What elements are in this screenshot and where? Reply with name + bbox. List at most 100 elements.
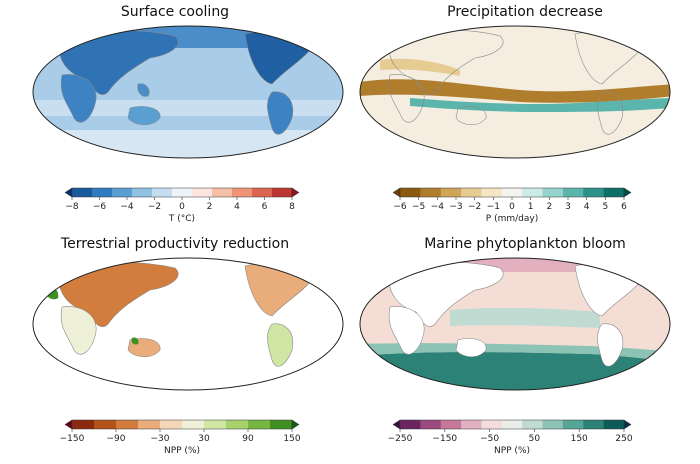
colorbar-segment (420, 420, 442, 429)
colorbar-extend-low (392, 187, 401, 198)
colorbar-segment (522, 420, 544, 429)
colorbar-segment (92, 188, 113, 197)
colorbar-segment (542, 188, 564, 197)
colorbar-tick-label: 150 (283, 434, 300, 444)
land-maritime-asia (137, 83, 150, 97)
map-boundary (359, 257, 671, 391)
colorbar-extend-high (291, 187, 300, 198)
land-africa (388, 306, 425, 355)
colorbar-tick-label: 2 (207, 202, 213, 212)
colorbar-tick-label: 4 (234, 202, 240, 212)
colorbar-segment (440, 188, 462, 197)
colorbar-segment (132, 188, 153, 197)
colorbar-tick-label: −1 (487, 202, 500, 212)
colorbar-tick-label: −50 (480, 434, 499, 444)
colorbar-segment (562, 188, 584, 197)
colorbar-segment (481, 188, 503, 197)
colorbar-extend-low (64, 187, 73, 198)
colorbar-tick-label: −6 (393, 202, 407, 212)
panel-title: Precipitation decrease (447, 4, 603, 20)
colorbar-segment (562, 420, 584, 429)
colorbar-segment (542, 420, 564, 429)
land-australia (455, 106, 487, 126)
colorbar: −6 −5 −4 −3 −2 −1 0 1 2 3 4 5 6 P (mm/day) (392, 187, 632, 224)
colorbar-segment (138, 420, 161, 429)
mild-band-south (33, 100, 343, 116)
colorbar-tick-label: 50 (529, 434, 541, 444)
colorbar-segment (94, 420, 117, 429)
colorbar-label: NPP (%) (164, 446, 200, 456)
colorbar-extend-high (623, 187, 632, 198)
colorbar-tick-label: 2 (546, 202, 552, 212)
map-terrestrial-productivity: −150 −90 −30 30 90 150 NPP (%) (32, 257, 344, 456)
colorbar-tick-label: −30 (151, 434, 170, 444)
colorbar-segment (232, 188, 253, 197)
colorbar-tick-label: 30 (198, 434, 210, 444)
colorbar-segment (461, 420, 482, 429)
colorbar-segment (182, 420, 205, 429)
dry-band-north (380, 58, 460, 76)
panel-marine-phytoplankton-bloom: Marine phytoplankton bloom −250 −150 −50 50… (350, 232, 700, 464)
land-africa (60, 74, 97, 123)
colorbar-segment (400, 420, 421, 429)
colorbar-segment (226, 420, 249, 429)
colorbar-tick-label: 6 (621, 202, 627, 212)
land-australia (455, 338, 487, 358)
colorbar-segment (270, 420, 293, 429)
southern-ocean-band (33, 130, 343, 158)
colorbar-segment (583, 188, 605, 197)
colorbar-segment (400, 188, 421, 197)
equatorial-bloom (450, 307, 600, 328)
colorbar-segment (481, 420, 503, 429)
colorbar-segment (172, 188, 193, 197)
panel-surface-cooling: Surface cooling −8 −6 −4 −2 0 2 4 6 8 T (°C) (0, 0, 350, 232)
panel-terrestrial-productivity-reduction: Terrestrial productivity reduction −150 −… (0, 232, 350, 464)
colorbar-segment (152, 188, 173, 197)
cold-band-north (33, 26, 343, 48)
colorbar-tick-label: −2 (148, 202, 161, 212)
colorbar-extend-high (623, 419, 632, 430)
land-south-america (597, 323, 624, 367)
colorbar: −250 −150 −50 50 150 250 NPP (%) (388, 419, 633, 456)
colorbar-tick-label: −150 (60, 434, 85, 444)
map-marine-phytoplankton: −250 −150 −50 50 150 250 NPP (%) (359, 257, 671, 456)
colorbar-tick-label: −90 (107, 434, 126, 444)
map-surface-cooling: −8 −6 −4 −2 0 2 4 6 8 T (°C) (32, 25, 344, 224)
colorbar-segment (603, 188, 625, 197)
colorbar-tick-label: 0 (179, 202, 185, 212)
colorbar-segment (160, 420, 183, 429)
colorbar-segment (116, 420, 139, 429)
map-boundary (359, 25, 671, 159)
colorbar-tick-label: 5 (602, 202, 608, 212)
colorbar-tick-label: −150 (432, 434, 457, 444)
map-precipitation-decrease: −6 −5 −4 −3 −2 −1 0 1 2 3 4 5 6 P (mm/day) (359, 25, 671, 224)
wet-band-south (410, 98, 670, 112)
panel-precipitation-decrease: Precipitation decrease −6 −5 −4 −3 −2 −1 0 1 2 3 4… (350, 0, 700, 232)
colorbar-tick-label: 4 (584, 202, 590, 212)
colorbar-tick-label: 8 (289, 202, 295, 212)
colorbar-tick-label: −6 (93, 202, 107, 212)
colorbar-segment (112, 188, 133, 197)
colorbar-segment (212, 188, 233, 197)
colorbar-tick-label: 250 (615, 434, 632, 444)
colorbar-segment (461, 188, 482, 197)
land-australia (127, 106, 161, 126)
colorbar-tick-label: −4 (120, 202, 134, 212)
land-south-america (267, 91, 294, 135)
colorbar-outline (399, 419, 625, 430)
panel-title: Marine phytoplankton bloom (424, 236, 626, 252)
colorbar-tick-label: −8 (65, 202, 79, 212)
colorbar-segment (583, 420, 605, 429)
colorbar-tick-label: −2 (468, 202, 481, 212)
colorbar-segment (252, 188, 273, 197)
bloom-fringe (360, 343, 670, 362)
panel-title: Terrestrial productivity reduction (60, 236, 290, 252)
colorbar-segment (501, 420, 523, 429)
colorbar-segment (192, 188, 213, 197)
colorbar-extend-low (64, 419, 73, 430)
land-green-patch-australia (131, 337, 139, 345)
colorbar-tick-label: 3 (565, 202, 571, 212)
colorbar-extend-high (291, 419, 300, 430)
colorbar-tick-label: 1 (528, 202, 534, 212)
colorbar-tick-label: −250 (388, 434, 413, 444)
